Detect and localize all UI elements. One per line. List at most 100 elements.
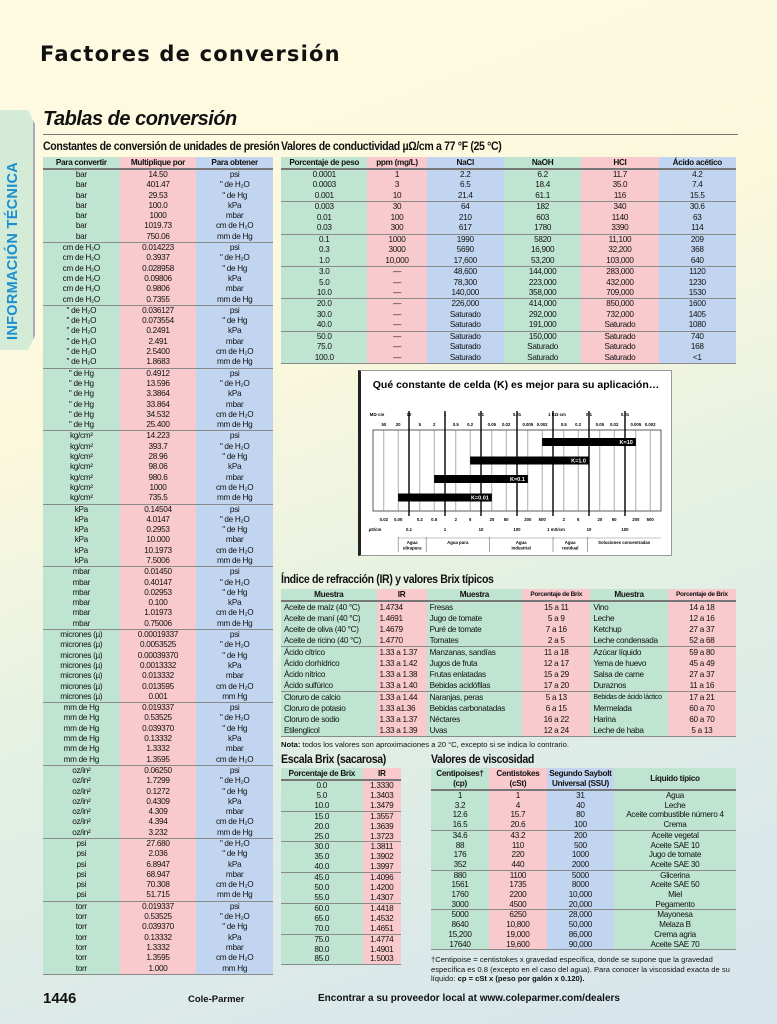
table-cell: mm de Hg: [196, 357, 273, 369]
table-cell: psi: [196, 503, 273, 515]
table-cell: 51.715: [119, 890, 197, 902]
top-unit-label: MΩ·cm: [370, 412, 385, 417]
table-cell: 15 a 11: [522, 601, 591, 613]
table-cell: 6.2: [503, 169, 582, 181]
table-cell: mm de Hg: [196, 827, 273, 839]
table-cell: 0.2953: [119, 525, 197, 536]
table-cell: 0.0001: [281, 169, 368, 181]
table-cell: 59 a 80: [667, 646, 736, 658]
table-cell: torr: [43, 942, 120, 954]
table-cell: 0.06250: [119, 764, 197, 777]
table-cell: psi: [196, 566, 273, 578]
table-cell: kPa: [43, 525, 120, 536]
table-cell: 880: [431, 869, 489, 881]
k-bar-label: K=10: [620, 440, 633, 446]
dealers-link[interactable]: Encontrar a su proveedor local at www.co…: [318, 993, 620, 1004]
table-row: 16.5 20.6 100 Crema: [431, 820, 736, 831]
k-bar: [434, 475, 528, 483]
table-cell: oz/in²: [43, 796, 120, 808]
bottom-minor-tick-label: 500: [539, 517, 547, 522]
table-cell: kPa: [196, 660, 273, 672]
table-cell: 20.0: [281, 821, 363, 832]
table-cell: 5000: [431, 909, 489, 921]
table-cell: cm de H₂O: [196, 347, 273, 358]
table-cell: 2.5400: [119, 347, 197, 358]
table-row: 0.0003 3 6.5 18.4 35.0 7.4: [281, 180, 736, 191]
table-cell: 1.4532: [362, 913, 401, 924]
table-cell: 3.2: [431, 800, 489, 811]
table-cell: 45 a 49: [667, 658, 736, 669]
table-cell: 5820: [503, 233, 582, 246]
table-cell: kg/cm²: [43, 472, 120, 483]
table-row: bar 14.50 psi: [43, 169, 273, 181]
column-header: Ácido acético: [658, 157, 736, 170]
table-cell: 1780: [503, 223, 582, 235]
table-row: " de Hg 25.400 mm de Hg: [43, 420, 273, 431]
table-cell: 732,000: [581, 309, 659, 321]
pressure-table: Para convertir Multiplique por Para obtene…: [43, 157, 273, 975]
table-cell: 1000: [119, 482, 197, 494]
table-cell: 1.0: [281, 255, 368, 267]
table-cell: 1.3330: [362, 780, 401, 791]
table-cell: Saturado: [581, 330, 659, 343]
table-cell: cm de H₂O: [43, 263, 120, 274]
table-cell: kPa: [196, 462, 273, 473]
table-cell: 34.532: [119, 409, 197, 421]
table-cell: 1.33 a 1.39: [376, 725, 427, 737]
table-cell: " de Hg: [43, 420, 120, 431]
table-row: " de Hg 3.3864 kPa: [43, 389, 273, 400]
side-tab-informacion-tecnica[interactable]: INFORMACIÓN TÉCNICA: [0, 110, 35, 350]
table-cell: Duraznos: [590, 680, 668, 692]
table-row: oz/in² 1.7299 " de H₂O: [43, 776, 273, 787]
table-row: 3.0—48,600 144,000 283,000 1120: [281, 266, 736, 278]
table-cell: psi: [43, 869, 120, 881]
viscosity-table: Centipoises† (cp) Centistokes (cSt) Segund…: [431, 768, 736, 951]
table-row: " de Hg 13.596 " de H₂O: [43, 378, 273, 390]
table-row: 0.001 10 21.4 61.1 116 15.5: [281, 190, 736, 202]
bottom-minor-tick-label: 200: [632, 517, 640, 522]
table-row: 60.0 1.4418: [281, 902, 401, 914]
table-cell: kg/cm²: [43, 462, 120, 473]
table-cell: Saturado: [503, 352, 582, 365]
table-cell: Aceite SAE 30: [613, 859, 736, 871]
table-cell: Manzanas, sandías: [426, 646, 523, 658]
column-header: IR: [376, 589, 427, 602]
column-header: Muestra: [426, 589, 523, 602]
table-row: cm de H₂O 0.7355 mm de Hg: [43, 294, 273, 306]
table-cell: 980.6: [119, 472, 197, 483]
table-cell: mbar: [196, 336, 273, 348]
table-row: 45.0 1.4096: [281, 872, 401, 884]
table-row: 88 110 500 Aceite SAE 10: [431, 840, 736, 851]
table-row: Aceite de oliva (40 °C) 1.4679 Puré de tom…: [281, 624, 736, 635]
table-cell: 6 a 15: [522, 703, 591, 714]
table-cell: Saturado: [581, 352, 659, 365]
table-cell: Vino: [590, 601, 668, 613]
pressure-title: Constantes de conversión de unidades de …: [43, 139, 280, 153]
table-cell: 11,100: [581, 233, 659, 246]
top-major-tick-label: 0.1: [586, 412, 593, 417]
table-cell: psi: [196, 169, 273, 181]
table-cell: 1530: [658, 287, 736, 299]
top-major-tick-label: 0.01: [513, 412, 522, 417]
table-row: 50.0 1.4200: [281, 883, 401, 893]
table-cell: Saturado: [503, 342, 582, 353]
table-row: 30.0 1.3811: [281, 841, 401, 853]
table-cell: Melaza B: [613, 920, 736, 930]
table-cell: kPa: [196, 326, 273, 337]
column-header: Centipoises† (cp): [431, 768, 489, 791]
bottom-major-tick-label: 1 mS/cm: [547, 527, 565, 532]
table-cell: 6250: [488, 909, 547, 921]
bottom-minor-tick-label: 20: [597, 517, 602, 522]
table-cell: 1.8683: [119, 357, 197, 369]
column-header: Porcentaje de Brix: [522, 589, 591, 602]
table-cell: 0.14504: [119, 503, 197, 515]
table-cell: 10,000: [546, 890, 614, 900]
table-cell: 114: [658, 223, 736, 235]
table-cell: 1.4770: [376, 635, 427, 647]
table-cell: 75.0: [281, 342, 368, 353]
table-cell: 5000: [546, 869, 614, 881]
k-bar-label: K=0.01: [471, 496, 489, 502]
table-cell: kPa: [196, 734, 273, 745]
table-cell: Aceite SAE 70: [613, 939, 736, 951]
table-cell: Ácido nítrico: [281, 669, 377, 680]
